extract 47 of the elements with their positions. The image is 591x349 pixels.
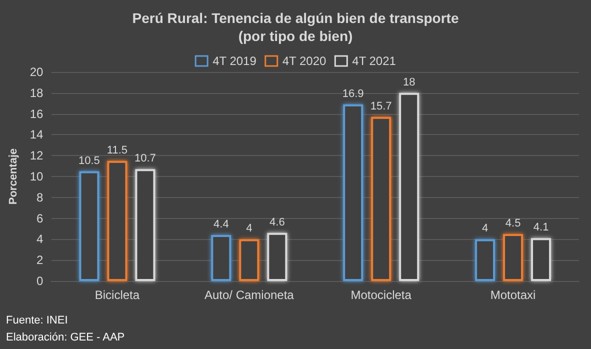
data-label: 4.6 [270, 216, 285, 228]
chart-subtitle: (por tipo de bien) [238, 28, 353, 44]
data-label: 10.5 [78, 154, 100, 167]
chart-title: Perú Rural: Tenencia de algún bien de transporte [132, 10, 459, 26]
data-label: 4.4 [214, 218, 229, 231]
data-label: 16.9 [342, 88, 364, 100]
data-label: 4 [482, 222, 488, 235]
y-tick-label: 4 [36, 232, 44, 246]
text: Elaboración: GEE - AAP [6, 332, 125, 344]
data-label: 4 [246, 222, 252, 235]
y-tick-label: 12 [30, 148, 44, 163]
bar [239, 239, 260, 281]
legend-label: 4T 2020 [282, 54, 326, 68]
bar [343, 104, 364, 281]
data-label: 4.5 [505, 217, 521, 230]
y-tick-label: 14 [30, 128, 44, 142]
y-tick-label: 10 [30, 170, 44, 184]
bar [267, 232, 288, 281]
data-label: 18 [402, 76, 416, 88]
data-label: 15.7 [370, 100, 392, 112]
y-tick-label: 0 [36, 274, 44, 288]
x-tick-label: Mototaxi [490, 288, 536, 302]
bar [475, 239, 496, 281]
bar [107, 160, 128, 281]
legend-label: 4T 2021 [352, 54, 396, 68]
y-axis-title: Porcentaje [8, 148, 20, 205]
bar [211, 235, 232, 281]
y-tick-label: 8 [36, 190, 44, 204]
bar [503, 234, 524, 281]
x-tick-label: Motocicleta [350, 288, 412, 302]
data-label: 10.7 [134, 152, 156, 165]
bar [371, 116, 392, 281]
legend-label: 4T 2019 [212, 54, 257, 68]
y-tick-label: 20 [30, 65, 44, 79]
x-tick-label: Bicicleta [94, 288, 140, 302]
bar [531, 238, 552, 281]
y-tick-label: 16 [30, 106, 44, 121]
data-label: 4.1 [533, 222, 549, 234]
y-tick-label: 18 [30, 86, 44, 100]
source-note: Fuente: INEI [6, 314, 68, 326]
bar [79, 171, 100, 281]
bar [135, 169, 156, 281]
bar [399, 92, 420, 281]
data-label: 11.5 [106, 144, 128, 156]
x-tick-label: Auto/ Camioneta [204, 288, 294, 302]
y-tick-label: 2 [36, 253, 44, 268]
y-tick-label: 6 [36, 211, 44, 226]
